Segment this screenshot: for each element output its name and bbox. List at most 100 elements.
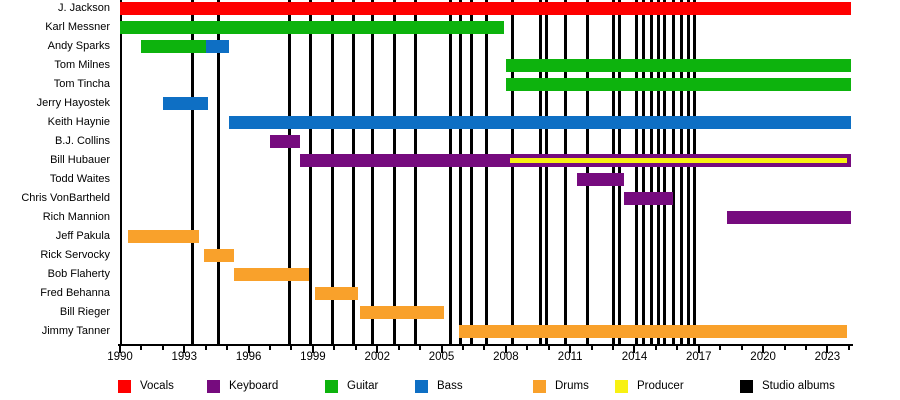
legend-label: Guitar	[347, 380, 379, 392]
legend-label: Producer	[637, 380, 684, 392]
x-axis-tick-label: 2005	[428, 351, 455, 363]
studio-album-line	[470, 0, 474, 344]
timeline-bar-bass	[162, 96, 208, 110]
studio-album-line	[191, 0, 195, 344]
x-axis-major-tick	[633, 346, 636, 353]
x-axis-major-tick	[569, 346, 572, 353]
timeline-bar-keyboard	[726, 210, 851, 224]
x-axis-tick-label: 2011	[557, 351, 583, 363]
x-axis-minor-tick	[419, 346, 422, 350]
studio-album-line	[371, 0, 375, 344]
timeline-bar-guitar	[505, 77, 851, 91]
studio-album-line	[330, 0, 334, 344]
timeline-plot-area: 1990 1993 1996 1999 2002 2005 2008 2011 2014 2017…	[107, 0, 853, 363]
legend-label: Vocals	[140, 380, 174, 392]
member-label: Rich Mannion	[42, 211, 110, 223]
x-axis-minor-tick	[354, 346, 357, 350]
x-axis-minor-tick	[226, 346, 229, 350]
member-label: Jimmy Tanner	[41, 325, 110, 337]
studio-album-line	[352, 0, 356, 344]
legend-swatch-drums	[533, 380, 546, 393]
studio-album-line	[392, 0, 396, 344]
studio-album-line	[510, 0, 514, 344]
member-label: Tom Milnes	[54, 59, 110, 71]
studio-album-line	[671, 0, 675, 344]
x-axis-major-tick	[826, 346, 829, 353]
studio-album-line	[686, 0, 690, 344]
timeline-bar-drums	[360, 305, 444, 319]
x-axis-major-tick	[311, 346, 314, 353]
studio-album-line	[656, 0, 660, 344]
x-axis-minor-tick	[804, 346, 807, 350]
timeline-bar-guitar	[120, 20, 504, 34]
member-label: Rick Servocky	[40, 249, 110, 261]
y-axis-line	[120, 0, 122, 345]
timeline-bar-bass	[205, 39, 230, 53]
x-axis-tick-label: 1996	[235, 351, 262, 363]
timeline-bar-keyboard	[270, 134, 301, 148]
member-label: Todd Waites	[49, 173, 110, 185]
studio-album-line	[693, 0, 696, 344]
legend-swatch-albums	[740, 380, 753, 393]
timeline-bar-drums	[315, 286, 358, 300]
studio-album-line	[414, 0, 418, 344]
x-axis-major-tick	[376, 346, 379, 353]
x-axis-minor-tick	[590, 346, 593, 350]
member-label: B.J. Collins	[54, 135, 110, 147]
x-axis-major-tick	[247, 346, 250, 353]
timeline-bar-drums	[233, 267, 309, 281]
x-axis-minor-tick	[204, 346, 207, 350]
x-axis-tick-label: 2014	[621, 351, 648, 363]
studio-album-line	[635, 0, 639, 344]
member-label: Fred Behanna	[40, 287, 110, 299]
studio-album-line	[485, 0, 489, 344]
x-axis-major-tick	[504, 346, 507, 353]
studio-album-line	[680, 0, 684, 344]
timeline-bar-drums	[458, 324, 847, 338]
x-axis-major-tick	[440, 346, 443, 353]
timeline-bar-drums	[127, 229, 200, 243]
member-label: Karl Messner	[45, 21, 110, 33]
x-axis-minor-tick	[161, 346, 164, 350]
studio-album-line	[545, 0, 549, 344]
studio-album-line	[287, 0, 291, 344]
x-axis-minor-tick	[654, 346, 657, 350]
legend-swatch-keyboard	[207, 380, 220, 393]
x-axis-minor-tick	[783, 346, 786, 350]
x-axis-tick-label: 2008	[493, 351, 519, 363]
timeline-bar-guitar	[505, 58, 851, 72]
x-axis-line	[118, 344, 853, 346]
legend-swatch-vocals	[118, 380, 131, 393]
x-axis-tick-label: 1999	[300, 351, 326, 363]
x-axis-major-tick	[183, 346, 186, 353]
x-axis-minor-tick	[140, 346, 143, 350]
legend-label: Bass	[437, 380, 463, 392]
legend-label: Keyboard	[229, 380, 279, 392]
studio-album-line	[641, 0, 645, 344]
studio-album-line	[564, 0, 568, 344]
x-axis-minor-tick	[676, 346, 679, 350]
x-axis-minor-tick	[847, 346, 850, 350]
member-label: Tom Tincha	[53, 78, 110, 90]
x-axis-minor-tick	[397, 346, 400, 350]
x-axis-minor-tick	[547, 346, 550, 350]
studio-album-line	[585, 0, 589, 344]
member-label: J. Jackson	[58, 2, 110, 14]
x-axis-minor-tick	[290, 346, 293, 350]
studio-album-line	[662, 0, 666, 344]
timeline-bar-vocals	[120, 1, 851, 15]
timeline-bar-bass	[229, 115, 851, 129]
studio-album-line	[650, 0, 654, 344]
legend-swatch-guitar	[325, 380, 338, 393]
studio-album-line	[448, 0, 452, 344]
legend-label: Drums	[555, 380, 589, 392]
member-label: Jerry Hayostek	[36, 97, 110, 109]
x-axis-tick-label: 1990	[107, 351, 133, 363]
member-labels-column: J. Jackson Karl Messner Andy Sparks Tom Mil…	[0, 0, 114, 345]
legend-swatch-bass	[415, 380, 428, 393]
x-axis-minor-tick	[269, 346, 272, 350]
studio-album-line	[617, 0, 621, 344]
studio-album-line	[611, 0, 615, 344]
studio-album-line	[309, 0, 313, 344]
